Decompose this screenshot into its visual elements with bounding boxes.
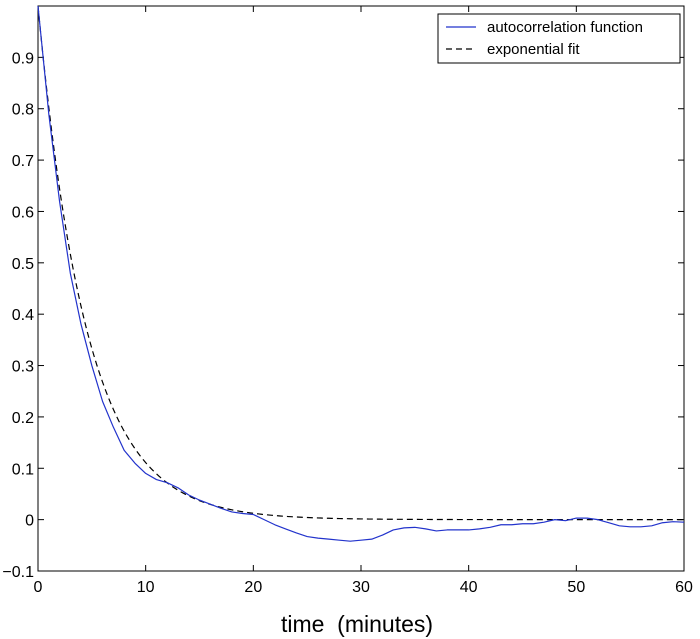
x-axis-label: time (minutes) bbox=[281, 611, 433, 637]
y-tick-label: −0.1 bbox=[2, 564, 34, 581]
series-layer bbox=[37, 5, 685, 542]
x-tick-label: 40 bbox=[460, 579, 478, 596]
axis-ticks: 0 10 20 30 40 50 60−0.100.10.20.30.40.50.60.70… bbox=[2, 6, 693, 596]
x-tick-label: 20 bbox=[244, 579, 262, 596]
y-tick-label: 0 bbox=[25, 513, 34, 530]
y-tick-label: 0.7 bbox=[12, 153, 34, 170]
legend-label-exponential-fit: exponential fit bbox=[487, 41, 580, 58]
series-line-autocorrelation bbox=[37, 5, 685, 542]
x-tick-label: 30 bbox=[352, 579, 370, 596]
y-tick-label: 0.2 bbox=[12, 410, 34, 427]
y-tick-label: 0.5 bbox=[12, 256, 34, 273]
x-tick-label: 50 bbox=[567, 579, 585, 596]
legend-box bbox=[437, 13, 681, 64]
y-tick-label: 0.4 bbox=[12, 307, 34, 324]
y-tick-label: 0.8 bbox=[12, 102, 34, 119]
legend: autocorrelation function exponential fit bbox=[437, 13, 681, 64]
x-tick-label: 10 bbox=[137, 579, 155, 596]
x-tick-label: 0 bbox=[34, 579, 43, 596]
y-tick-label: 0.6 bbox=[12, 204, 34, 221]
y-tick-label: 0.9 bbox=[12, 50, 34, 67]
plot-area bbox=[37, 5, 685, 572]
y-tick-label: 0.1 bbox=[12, 461, 34, 478]
x-tick-label: 60 bbox=[675, 579, 693, 596]
series-line-exponential-fit bbox=[37, 5, 684, 521]
legend-label-autocorrelation: autocorrelation function bbox=[487, 19, 643, 36]
y-tick-label: 0.3 bbox=[12, 359, 34, 376]
